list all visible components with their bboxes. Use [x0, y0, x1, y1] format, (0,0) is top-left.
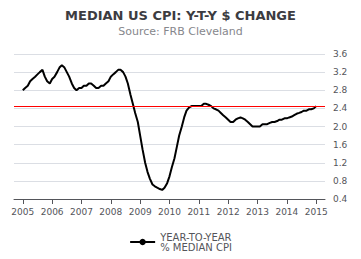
- svg-text:0.8: 0.8: [333, 176, 348, 186]
- svg-text:2015: 2015: [305, 207, 328, 217]
- svg-text:0.4: 0.4: [333, 194, 348, 204]
- svg-text:1.2: 1.2: [333, 158, 347, 168]
- svg-text:2009: 2009: [129, 207, 152, 217]
- svg-text:3.2: 3.2: [333, 67, 347, 77]
- svg-text:2.8: 2.8: [333, 85, 348, 95]
- svg-text:2011: 2011: [187, 207, 210, 217]
- svg-text:2005: 2005: [11, 207, 34, 217]
- svg-text:2.0: 2.0: [333, 122, 348, 132]
- svg-text:% MEDIAN CPI: % MEDIAN CPI: [160, 242, 232, 253]
- svg-text:YEAR-TO-YEAR: YEAR-TO-YEAR: [160, 231, 232, 243]
- svg-text:2010: 2010: [158, 207, 181, 217]
- svg-text:2007: 2007: [70, 207, 93, 217]
- svg-text:MEDIAN US CPI: Y-T-Y $ CHANGE: MEDIAN US CPI: Y-T-Y $ CHANGE: [65, 8, 296, 23]
- svg-text:2008: 2008: [99, 207, 122, 217]
- svg-text:2012: 2012: [217, 207, 240, 217]
- svg-text:2.4: 2.4: [333, 103, 348, 113]
- svg-text:Source: FRB Cleveland: Source: FRB Cleveland: [118, 25, 243, 38]
- svg-text:2013: 2013: [246, 207, 269, 217]
- svg-text:2014: 2014: [275, 207, 298, 217]
- svg-text:3.6: 3.6: [333, 49, 348, 59]
- svg-text:1.6: 1.6: [333, 140, 348, 150]
- svg-text:2006: 2006: [41, 207, 64, 217]
